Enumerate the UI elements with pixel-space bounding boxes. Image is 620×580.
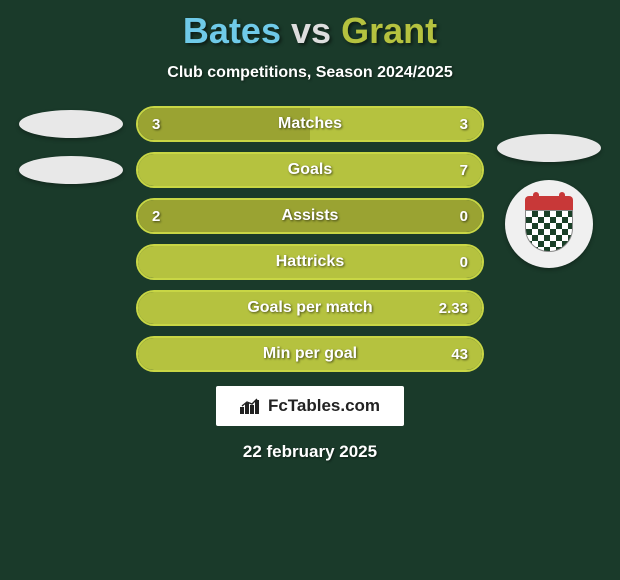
stat-value-right: 43	[451, 338, 468, 370]
stat-row: 43Min per goal	[136, 336, 484, 372]
player2-avatar-col	[494, 106, 604, 268]
bar-right	[138, 246, 482, 278]
bar-left	[138, 200, 482, 232]
comparison-card: Bates vs Grant Club competitions, Season…	[0, 0, 620, 462]
stat-value-left: 3	[152, 108, 160, 140]
chart-bars-icon	[240, 398, 262, 414]
player1-avatar-col	[16, 106, 126, 202]
bar-right	[138, 154, 482, 186]
stat-value-right: 7	[460, 154, 468, 186]
bar-left	[138, 108, 310, 140]
stat-row: 0Hattricks	[136, 244, 484, 280]
player1-club-placeholder	[19, 156, 123, 184]
date-text: 22 february 2025	[243, 442, 377, 462]
stat-row: 33Matches	[136, 106, 484, 142]
bar-right	[138, 338, 482, 370]
player2-name: Grant	[341, 10, 437, 51]
stat-value-left: 2	[152, 200, 160, 232]
stat-row: 20Assists	[136, 198, 484, 234]
bar-right	[310, 108, 482, 140]
stats-rows: 33Matches7Goals20Assists0Hattricks2.33Go…	[136, 106, 484, 372]
stat-value-right: 3	[460, 108, 468, 140]
player2-club-badge	[505, 180, 593, 268]
stat-row: 2.33Goals per match	[136, 290, 484, 326]
club-shield-icon	[525, 196, 573, 252]
content-row: 33Matches7Goals20Assists0Hattricks2.33Go…	[0, 106, 620, 372]
stat-value-right: 2.33	[439, 292, 468, 324]
player1-name: Bates	[183, 10, 281, 51]
title: Bates vs Grant	[183, 10, 437, 52]
player1-avatar-placeholder	[19, 110, 123, 138]
brand-text: FcTables.com	[268, 396, 380, 416]
stat-value-right: 0	[460, 246, 468, 278]
vs-word: vs	[291, 10, 331, 51]
bar-right	[138, 292, 482, 324]
brand-box: FcTables.com	[216, 386, 404, 426]
subtitle: Club competitions, Season 2024/2025	[167, 64, 452, 82]
stat-row: 7Goals	[136, 152, 484, 188]
stat-value-right: 0	[460, 200, 468, 232]
player2-avatar-placeholder	[497, 134, 601, 162]
